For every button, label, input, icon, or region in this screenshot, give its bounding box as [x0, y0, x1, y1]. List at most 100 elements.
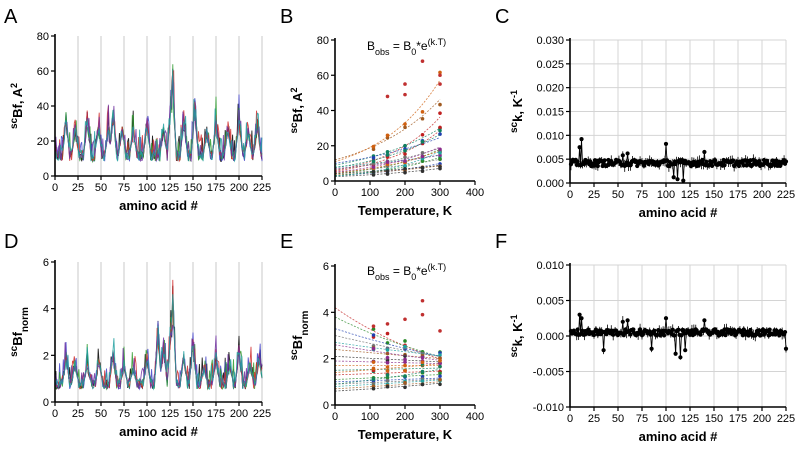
- data-point: [371, 333, 376, 337]
- fit-curve: [334, 316, 441, 358]
- x-tick-label: 25: [588, 413, 600, 425]
- data-point: [420, 154, 425, 159]
- x-tick-label: 50: [612, 189, 624, 201]
- x-axis-title: amino acid #: [119, 424, 199, 439]
- data-point: [700, 157, 705, 163]
- y-tick-label: 6: [43, 257, 49, 269]
- data-point: [403, 363, 407, 368]
- data-point: [420, 298, 425, 303]
- x-tick-label: 175: [729, 413, 747, 425]
- x-tick-label: 175: [729, 189, 747, 201]
- data-point: [385, 322, 390, 326]
- data-point: [420, 169, 425, 173]
- x-axis-title: amino acid #: [639, 205, 719, 220]
- x-tick-label: 0: [332, 411, 338, 423]
- data-point: [579, 137, 584, 142]
- data-point: [782, 329, 788, 335]
- x-tick-label: 25: [72, 182, 84, 194]
- data-point: [575, 327, 580, 332]
- data-point: [385, 384, 390, 389]
- panel-F: F 0 25 50 75 100 125 150 175 200 225 -0.010 -0.005 0.…: [495, 231, 795, 444]
- data-point: [403, 380, 407, 385]
- data-point: [420, 150, 425, 155]
- x-tick-label: 25: [588, 189, 600, 201]
- x-tick-label: 0: [567, 413, 573, 425]
- data-point: [577, 145, 582, 150]
- data-point: [385, 378, 390, 383]
- panel-label-C: C: [495, 6, 509, 28]
- data-point: [767, 327, 772, 332]
- x-tick-label: 225: [777, 189, 795, 201]
- x-tick-label: 50: [95, 182, 107, 194]
- x-tick-label: 0: [332, 187, 338, 199]
- y-tick-label: 4: [43, 304, 49, 316]
- data-point: [371, 327, 376, 331]
- x-tick-label: 0: [567, 189, 573, 201]
- x-axis-title: Temperature, K: [358, 203, 453, 218]
- x-tick-label: 200: [230, 182, 248, 194]
- fit-curve: [334, 99, 441, 161]
- data-point: [403, 148, 407, 153]
- data-point: [371, 156, 376, 160]
- data-point: [420, 363, 425, 367]
- data-point: [371, 346, 376, 351]
- x-tick-label: 150: [705, 413, 723, 425]
- panel-label-A: A: [4, 6, 18, 28]
- y-tick-label: -0.005: [533, 367, 564, 379]
- x-tick-label: 50: [612, 413, 624, 425]
- data-point: [438, 128, 442, 133]
- data-point: [420, 110, 425, 114]
- x-tick-label: 125: [161, 408, 179, 420]
- data-point: [702, 149, 707, 155]
- x-tick-label: 75: [118, 408, 130, 420]
- data-point: [438, 111, 442, 115]
- x-tick-label: 50: [95, 408, 107, 420]
- data-point: [385, 348, 390, 352]
- x-tick-label: 225: [253, 182, 271, 194]
- y-axis-title: sck, K-1: [509, 315, 526, 358]
- data-point: [625, 318, 630, 323]
- x-tick-label: 225: [253, 408, 271, 420]
- x-tick-label: 175: [207, 182, 225, 194]
- y-tick-label: 20: [37, 136, 49, 148]
- x-tick-label: 300: [431, 187, 449, 199]
- x-axis-title: amino acid #: [639, 429, 719, 444]
- data-point: [385, 150, 390, 154]
- data-point: [403, 125, 407, 130]
- y-tick-label: 0: [323, 176, 329, 188]
- data-point: [736, 163, 742, 169]
- data-point: [631, 327, 636, 332]
- data-point: [371, 144, 376, 149]
- data-point: [741, 327, 746, 332]
- data-point: [420, 382, 425, 387]
- data-point: [403, 368, 407, 373]
- x-tick-label: 200: [753, 413, 771, 425]
- data-point: [385, 169, 390, 173]
- data-point: [420, 139, 425, 144]
- data-point: [403, 152, 407, 156]
- y-axis-title: scBf, A2: [9, 83, 26, 129]
- data-point: [649, 346, 654, 351]
- data-point: [403, 339, 407, 343]
- data-point: [371, 386, 376, 391]
- data-point: [403, 122, 407, 126]
- data-point: [438, 125, 442, 130]
- y-tick-label: 60: [317, 70, 329, 82]
- data-point: [403, 167, 407, 171]
- x-tick-label: 200: [396, 411, 414, 423]
- panel-C: C 0 25 50 75 100 125 150 175 200 225 0.000 0.005 0.01…: [495, 6, 795, 220]
- data-point: [620, 153, 625, 158]
- fit-curve: [334, 79, 441, 162]
- y-tick-label: 20: [317, 141, 329, 153]
- data-point: [385, 172, 390, 176]
- x-tick-label: 75: [118, 182, 130, 194]
- data-point: [591, 332, 597, 338]
- y-tick-label: 0.010: [536, 260, 564, 272]
- data-point: [403, 170, 407, 175]
- data-point: [663, 316, 669, 321]
- data-point: [403, 374, 407, 378]
- data-point: [371, 377, 376, 381]
- data-point: [403, 143, 407, 148]
- data-point: [678, 355, 683, 360]
- y-axis-title: scBfnorm: [9, 307, 31, 357]
